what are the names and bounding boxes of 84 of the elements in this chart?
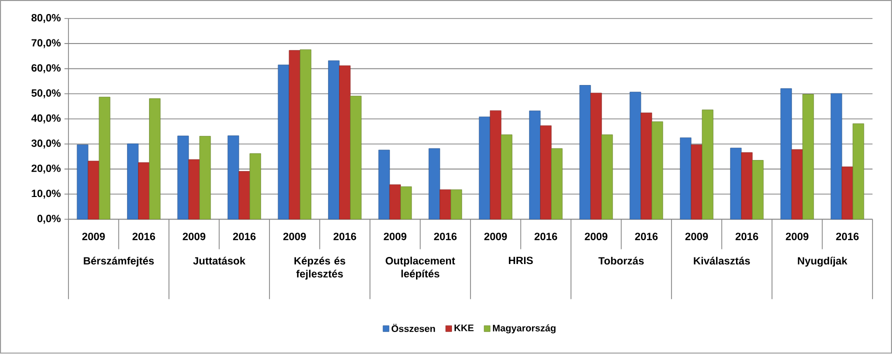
bar	[98, 97, 110, 220]
bar	[780, 88, 792, 220]
bar	[88, 161, 100, 220]
bar	[288, 50, 300, 220]
text: Outplacement leépítés	[386, 256, 456, 280]
x-tick-label: 2009	[283, 232, 306, 240]
x-tick-label: 2016	[434, 232, 457, 240]
x-tick-label: 2016	[233, 232, 256, 240]
bar	[400, 186, 412, 220]
x-tick-label: 2009	[182, 232, 206, 240]
bar	[188, 160, 200, 220]
x-tick-label: 2016	[334, 232, 356, 240]
bar	[278, 64, 290, 220]
x-tick-label: 2016	[836, 232, 859, 240]
bar	[702, 110, 714, 220]
text: Bérszámfejtés	[84, 256, 154, 267]
y-tick-label: 20,0%	[32, 164, 61, 174]
bar	[300, 50, 312, 220]
legend-label: Magyarország	[492, 324, 556, 334]
bar	[652, 122, 664, 220]
bar	[76, 144, 88, 220]
x-tick-label: 2009	[786, 232, 808, 240]
bar	[250, 154, 262, 220]
y-tick-label: 80,0%	[32, 14, 61, 24]
y-tick-label: 50,0%	[32, 90, 61, 98]
bar	[450, 190, 462, 220]
x-tick-label: 2016	[635, 232, 658, 240]
bar	[601, 134, 613, 220]
bar	[540, 126, 552, 220]
bar	[428, 148, 440, 220]
bar	[350, 96, 362, 220]
bar	[389, 184, 401, 220]
x-tick-label: 2016	[534, 232, 558, 240]
text: Nyugdíjak	[798, 256, 848, 267]
bar	[238, 171, 250, 220]
bar	[478, 116, 490, 220]
bar	[500, 134, 512, 220]
bar	[802, 94, 814, 220]
text: Képzés és fejlesztés	[294, 256, 346, 280]
bar	[339, 66, 351, 220]
text: Juttatások	[193, 256, 246, 265]
y-tick-label: 70,0%	[32, 39, 61, 48]
bar	[440, 190, 452, 220]
bar	[529, 110, 541, 220]
bar	[228, 136, 240, 220]
bar	[630, 92, 642, 220]
text: HRIS	[508, 256, 533, 264]
bar	[752, 160, 764, 220]
x-tick-label: 2009	[82, 232, 105, 240]
bar	[852, 124, 864, 220]
x-tick-label: 2016	[736, 232, 758, 240]
bar	[127, 144, 139, 220]
legend-label: KKE	[454, 324, 474, 332]
x-tick-label: 2016	[132, 232, 156, 240]
bar	[579, 85, 591, 220]
bar	[730, 148, 742, 220]
bar	[378, 150, 390, 220]
text: Kiválasztás	[694, 256, 750, 265]
y-tick-label: 10,0%	[32, 190, 61, 199]
y-tick-label: 0,0%	[37, 214, 61, 224]
bar	[138, 162, 150, 220]
bar	[590, 93, 602, 220]
text: Toborzás	[598, 256, 644, 265]
x-tick-label: 2009	[384, 232, 406, 240]
bar	[490, 110, 502, 220]
x-tick-label: 2009	[484, 232, 507, 240]
bar	[842, 166, 854, 220]
x-tick-label: 2009	[685, 232, 708, 240]
bar	[680, 138, 692, 220]
bar	[690, 144, 702, 220]
bar	[199, 136, 211, 220]
bar	[149, 98, 161, 220]
legend-label: Összesen	[392, 324, 435, 332]
bar	[640, 112, 652, 220]
bar	[551, 148, 563, 220]
x-tick-label: 2009	[584, 232, 608, 240]
y-tick-label: 40,0%	[31, 114, 61, 124]
bar	[741, 152, 753, 220]
bar	[328, 60, 340, 220]
bar	[177, 136, 189, 220]
y-tick-label: 30,0%	[31, 140, 61, 149]
bar	[830, 94, 842, 220]
y-tick-label: 60,0%	[32, 64, 61, 74]
bar	[791, 149, 803, 220]
